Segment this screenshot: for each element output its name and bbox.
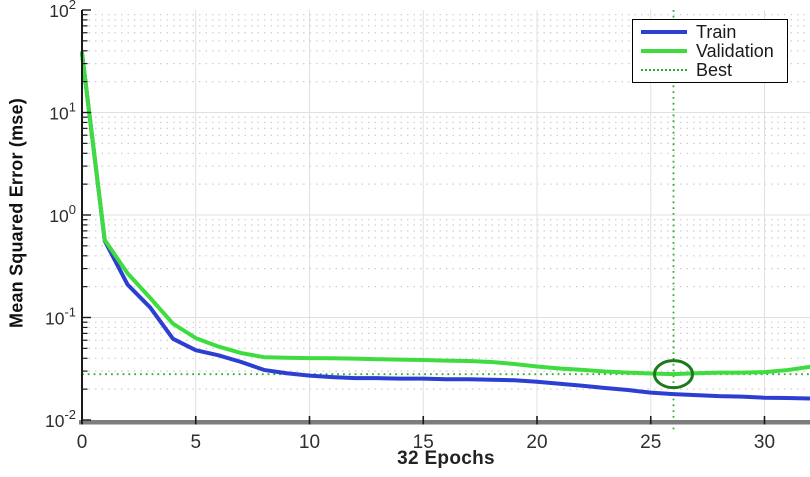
x-tick-label: 15: [413, 432, 434, 453]
legend-label: Train: [696, 22, 737, 43]
x-tick-label: 5: [190, 432, 201, 453]
y-tick-labels: 102 101 100 10-1 10-2: [45, 0, 76, 431]
axes: [79, 9, 810, 425]
y-tick-label: 101: [49, 100, 76, 124]
legend-item-best[interactable]: Best: [633, 60, 787, 79]
y-axis-label: Mean Squared Error (mse): [6, 98, 27, 328]
x-tick-label: 0: [77, 432, 88, 453]
x-tick-label: 30: [754, 432, 775, 453]
legend-label: Validation: [696, 41, 774, 61]
legend-item-validation[interactable]: Validation: [633, 42, 787, 61]
y-tick-label: 10-2: [45, 407, 76, 431]
train-curve: [80, 51, 810, 401]
train-line-swatch: [641, 30, 687, 35]
minor-gridlines: [82, 14, 810, 390]
x-tick-labels: 0 5 10 15 20 25 30: [77, 432, 775, 453]
validation-curve: [80, 51, 810, 377]
legend-label: Best: [696, 59, 733, 80]
best-line-swatch: [641, 68, 687, 71]
x-tick-label: 20: [526, 432, 547, 453]
y-tick-label: 100: [49, 202, 76, 226]
x-tick-label: 10: [299, 432, 320, 453]
x-axis-label: 32 Epochs: [397, 448, 495, 469]
x-tick-label: 25: [640, 432, 661, 453]
legend-item-train[interactable]: Train: [633, 23, 787, 42]
y-tick-label: 102: [49, 0, 76, 21]
validation-line-swatch: [641, 49, 687, 53]
best-point-circle: [653, 359, 694, 390]
legend[interactable]: Train Validation Best: [632, 19, 788, 83]
x-axis-line: [79, 420, 810, 425]
major-gridlines: [82, 10, 810, 420]
y-tick-label: 10-1: [45, 305, 76, 329]
